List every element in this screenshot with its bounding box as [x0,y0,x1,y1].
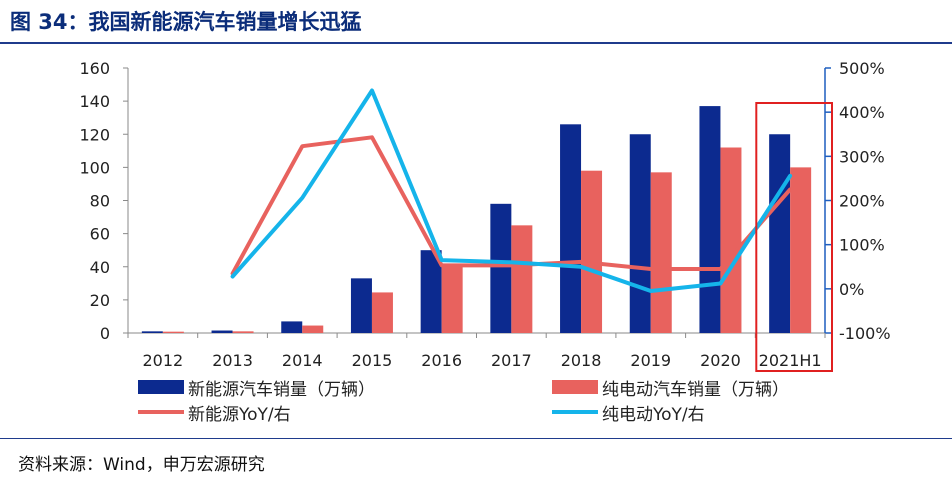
nev-sales-bar [699,106,721,333]
ev-sales-bar [371,292,393,333]
legend-nev-sales-label: 新能源汽车销量（万辆） [188,380,375,400]
right-tick-label: 500% [839,59,885,78]
ev-sales-bar [441,266,463,333]
nev-sales-bar [350,278,372,333]
left-tick-label: 120 [79,125,110,144]
right-tick-label: -100% [839,324,891,343]
left-tick-labels: 0 20 40 60 80 100 120 140 160 [79,59,110,343]
nev-sales-bar [211,330,233,333]
legend-ev-sales-swatch [552,380,598,394]
nev-sales-bar [281,321,303,333]
bar-series [141,106,812,333]
ev-yoy-line [230,88,793,293]
x-tick-labels: 2012 2013 2014 2015 2016 2017 2018 2019 2020 2021… [142,351,821,370]
left-tick-label: 40 [90,258,110,277]
nev-sales-bar [490,203,512,333]
ev-sales-bar [511,225,533,333]
x-tick-label: 2014 [282,351,323,370]
ev-sales-bar [302,325,324,333]
nev-sales-bar [769,134,791,333]
left-tick-label: 0 [100,324,110,343]
highlight-box [755,102,833,372]
ev-sales-bar [581,170,603,333]
right-tick-label: 400% [839,103,885,122]
x-tick-label: 2012 [142,351,183,370]
nev-sales-bar [629,134,651,333]
nev-sales-bar [560,124,582,333]
x-tick-label: 2020 [700,351,741,370]
right-tick-label: 300% [839,147,885,166]
x-tick-label: 2021H1 [759,351,822,370]
ev-sales-bar [650,172,672,333]
x-tick-label: 2016 [421,351,462,370]
left-tick-label: 140 [79,92,110,111]
ev-sales-bar [162,331,184,333]
legend-nev-sales-swatch [138,380,184,394]
source-divider [0,438,952,439]
page-title: 图 34：我国新能源汽车销量增长迅猛 [10,10,362,34]
legend-ev-yoy-label: 纯电动YoY/右 [602,405,705,425]
x-tick-label: 2017 [491,351,532,370]
legend: 新能源汽车销量（万辆） 纯电动汽车销量（万辆） 新能源YoY/右 纯电动YoY/右 [138,380,789,425]
legend-ev-sales-label: 纯电动汽车销量（万辆） [602,380,789,400]
source-note: 资料来源：Wind，申万宏源研究 [18,455,265,475]
ev-sales-bar [232,331,254,333]
x-tick-label: 2013 [212,351,253,370]
right-tick-labels: -100% 0% 100% 200% 300% 400% 500% [839,59,891,343]
legend-nev-yoy-label: 新能源YoY/右 [188,405,291,425]
x-tick-label: 2018 [561,351,602,370]
sales-chart: 2012 2013 2014 2015 2016 2017 2018 2019 2020 2021… [79,59,891,425]
left-tick-label: 100 [79,158,110,177]
ev-sales-bar [720,147,742,333]
left-tick-label: 160 [79,59,110,78]
left-tick-label: 20 [90,291,110,310]
title-divider [0,42,952,44]
right-tick-label: 0% [839,280,864,299]
left-tick-label: 60 [90,225,110,244]
nev-yoy-line [230,135,793,276]
highlight-rect-2021h1 [755,102,833,372]
line-series [230,88,793,293]
left-tick-label: 80 [90,192,110,211]
right-tick-label: 100% [839,236,885,255]
x-tick-label: 2015 [352,351,393,370]
x-tick-label: 2019 [630,351,671,370]
nev-sales-bar [141,331,163,333]
ev-sales-bar [790,167,812,333]
nev-sales-bar [420,250,442,333]
right-tick-label: 200% [839,192,885,211]
